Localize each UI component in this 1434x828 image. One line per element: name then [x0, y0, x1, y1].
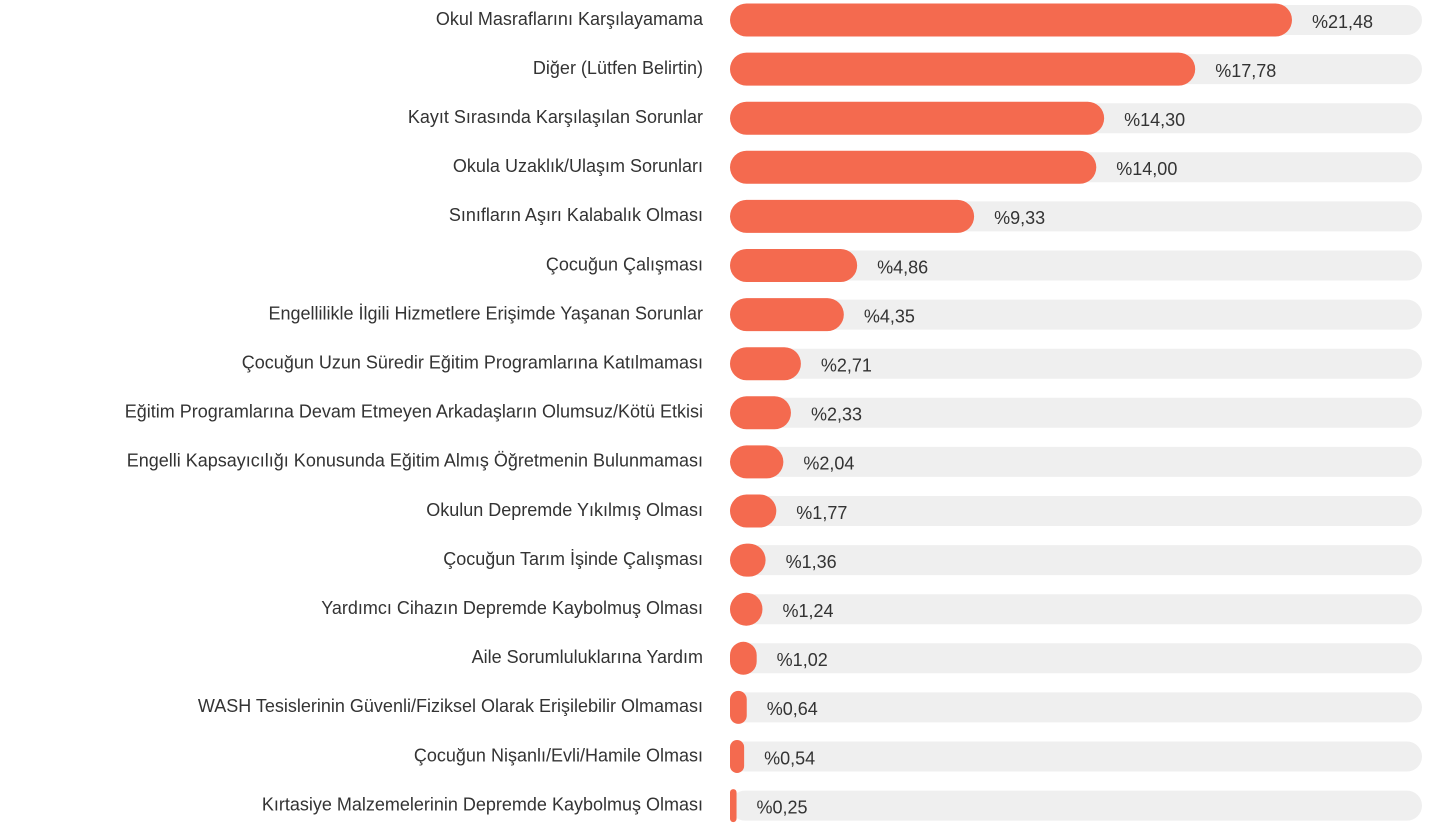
category-label: Yardımcı Cihazın Depremde Kaybolmuş Olma…: [321, 598, 703, 618]
category-label: Çocuğun Uzun Süredir Eğitim Programların…: [242, 352, 703, 372]
category-label: WASH Tesislerinin Güvenli/Fiziksel Olara…: [198, 696, 703, 716]
value-label: %4,35: [864, 306, 915, 326]
bar: [730, 690, 747, 724]
value-label: %1,36: [786, 552, 837, 572]
value-label: %0,54: [764, 748, 815, 768]
track: [730, 692, 1422, 723]
value-label: %9,33: [994, 208, 1045, 228]
category-label: Okul Masraflarını Karşılayamama: [436, 9, 704, 29]
bar: [730, 789, 737, 823]
bar: [730, 445, 784, 479]
bar: [730, 52, 1196, 86]
value-label: %17,78: [1215, 61, 1276, 81]
track: [730, 643, 1422, 674]
value-label: %0,64: [767, 699, 818, 719]
bar: [730, 199, 975, 233]
value-label: %0,25: [757, 797, 808, 817]
track: [730, 741, 1422, 772]
value-label: %14,00: [1116, 159, 1177, 179]
bar: [730, 543, 766, 577]
category-label: Çocuğun Çalışması: [546, 254, 703, 274]
track: [730, 348, 1422, 379]
value-label: %1,24: [782, 601, 833, 621]
value-label: %1,02: [777, 650, 828, 670]
category-label: Engelli Kapsayıcılığı Konusunda Eğitim A…: [127, 451, 703, 471]
category-label: Kırtasiye Malzemelerinin Depremde Kaybol…: [262, 794, 703, 814]
bar: [730, 298, 844, 332]
bar: [730, 494, 777, 528]
value-label: %4,86: [877, 257, 928, 277]
bar: [730, 347, 801, 381]
category-label: Okula Uzaklık/Ulaşım Sorunları: [453, 156, 703, 176]
track: [730, 545, 1422, 576]
track: [730, 446, 1422, 477]
category-label: Kayıt Sırasında Karşılaşılan Sorunlar: [408, 107, 703, 127]
track: [730, 299, 1422, 330]
track: [730, 397, 1422, 428]
category-label: Aile Sorumluluklarına Yardım: [472, 647, 703, 667]
category-label: Eğitim Programlarına Devam Etmeyen Arkad…: [125, 402, 703, 422]
bar: [730, 592, 763, 626]
value-label: %21,48: [1312, 12, 1373, 32]
track: [730, 496, 1422, 526]
track: [730, 250, 1422, 281]
category-label: Sınıfların Aşırı Kalabalık Olması: [449, 205, 703, 225]
bar: [730, 3, 1292, 37]
value-label: %2,33: [811, 405, 862, 425]
bar: [730, 641, 757, 675]
value-label: %2,71: [821, 355, 872, 375]
bar: [730, 150, 1097, 184]
category-label: Çocuğun Nişanlı/Evli/Hamile Olması: [414, 745, 703, 765]
bar: [730, 396, 791, 430]
bar: [730, 740, 745, 773]
value-label: %2,04: [803, 454, 854, 474]
track: [730, 594, 1422, 625]
category-label: Okulun Depremde Yıkılmış Olması: [426, 500, 703, 520]
value-label: %1,77: [796, 503, 847, 523]
category-label: Engellilikle İlgili Hizmetlere Erişimde …: [268, 303, 703, 323]
track: [730, 790, 1422, 821]
category-label: Çocuğun Tarım İşinde Çalışması: [443, 549, 703, 569]
value-label: %14,30: [1124, 110, 1185, 130]
bar: [730, 249, 858, 282]
bar: [730, 101, 1105, 135]
category-label: Diğer (Lütfen Belirtin): [533, 58, 703, 78]
